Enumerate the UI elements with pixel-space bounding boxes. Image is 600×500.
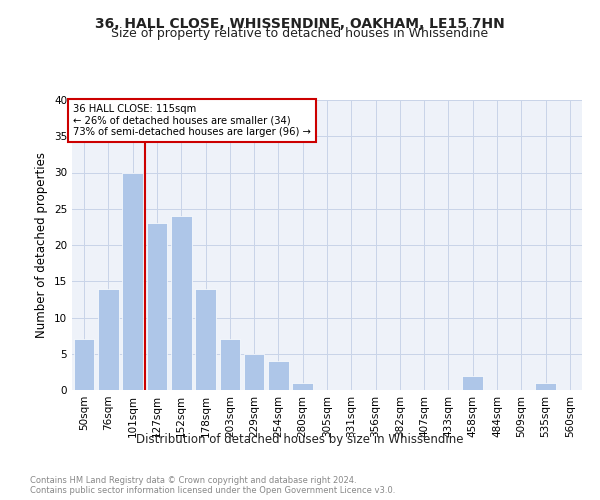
Text: Contains HM Land Registry data © Crown copyright and database right 2024.: Contains HM Land Registry data © Crown c… [30,476,356,485]
Bar [171,216,191,390]
Text: Size of property relative to detached houses in Whissendine: Size of property relative to detached ho… [112,28,488,40]
Text: 36 HALL CLOSE: 115sqm
← 26% of detached houses are smaller (34)
73% of semi-deta: 36 HALL CLOSE: 115sqm ← 26% of detached … [73,104,311,137]
Bar [292,383,313,390]
Bar [463,376,483,390]
Bar [195,288,216,390]
Text: 36, HALL CLOSE, WHISSENDINE, OAKHAM, LE15 7HN: 36, HALL CLOSE, WHISSENDINE, OAKHAM, LE1… [95,18,505,32]
Bar [146,223,167,390]
Bar [220,339,240,390]
Text: Distribution of detached houses by size in Whissendine: Distribution of detached houses by size … [136,432,464,446]
Bar [122,172,143,390]
Bar [98,288,119,390]
Text: Contains public sector information licensed under the Open Government Licence v3: Contains public sector information licen… [30,486,395,495]
Bar [74,339,94,390]
Bar [535,383,556,390]
Bar [244,354,265,390]
Bar [268,361,289,390]
Y-axis label: Number of detached properties: Number of detached properties [35,152,49,338]
